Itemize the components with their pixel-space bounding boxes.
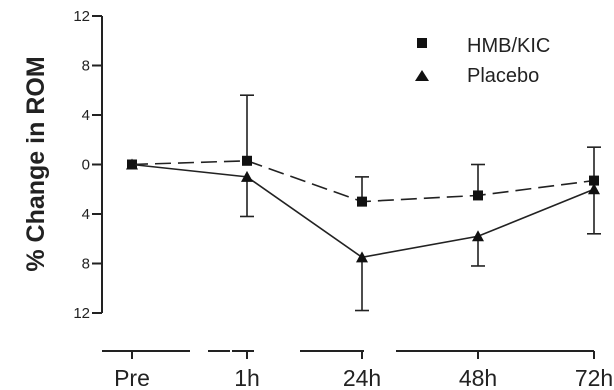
series-line [131,159,595,203]
hmb-kic-point [473,190,483,201]
hmb-kic-point [242,155,252,166]
x-tick-label: 24h [343,365,381,390]
placebo-point [472,230,484,242]
y-tick-label: 8 [82,58,90,75]
x-tick-label: Pre [114,365,150,390]
y-tick-label: 12 [73,305,90,322]
y-tick-label: 8 [82,256,90,273]
hmb-kic-point [357,196,367,207]
placebo-point [241,170,253,182]
placebo-point [356,251,368,263]
placebo-point [126,158,138,170]
placebo-point [588,183,600,195]
axes [92,15,595,359]
y-tick-label: 4 [82,206,90,223]
series-line [131,163,595,259]
legend-label: HMB/KIC [467,35,550,57]
hmb-kic-point [589,175,599,186]
x-tick-label: 1h [234,365,260,390]
legend-label: Placebo [467,65,539,87]
y-tick-label: 0 [82,157,90,174]
x-tick-label: 72h [575,365,613,390]
series-layer [126,94,601,312]
legend: HMB/KIC Placebo [415,35,550,87]
y-tick-label: 4 [82,107,90,124]
x-tick-label: 48h [459,365,497,390]
labels-layer: 12 8 4 0 4 8 12 Pre 1h 24h 48h 72h % Change in ROM [22,8,613,390]
y-axis-title: % Change in ROM [22,56,50,271]
legend-square-icon [417,38,427,48]
y-tick-label: 12 [73,8,90,25]
legend-triangle-icon [415,70,429,81]
